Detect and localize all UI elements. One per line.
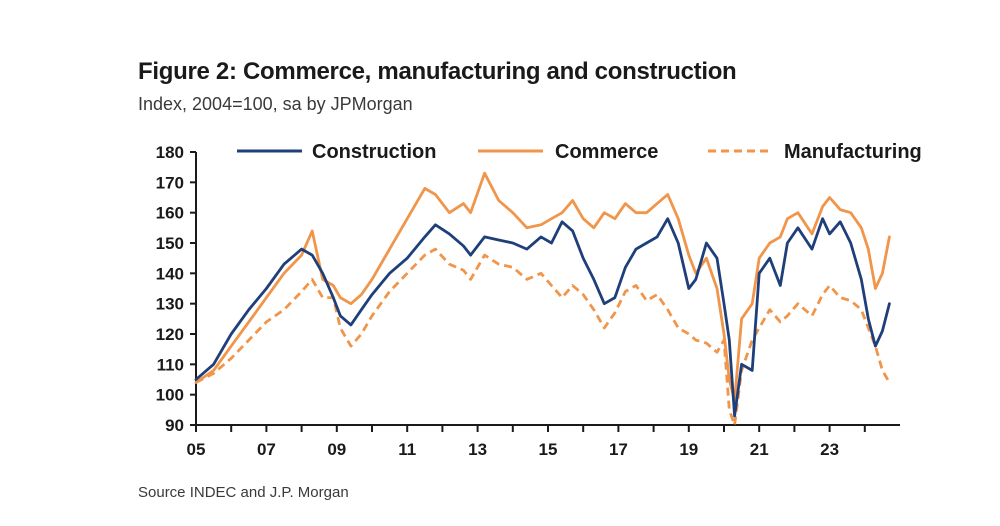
y-tick-label: 140 — [156, 264, 184, 283]
y-tick-label: 170 — [156, 173, 184, 192]
chart-subtitle: Index, 2004=100, sa by JPMorgan — [138, 94, 413, 114]
x-tick-label: 11 — [398, 440, 416, 459]
y-tick-label: 180 — [156, 143, 184, 162]
y-tick-label: 150 — [156, 234, 184, 253]
y-tick-label: 130 — [156, 295, 184, 314]
x-tick-label: 21 — [750, 440, 769, 459]
series-line-commerce — [194, 171, 891, 403]
x-tick-label: 23 — [820, 440, 839, 459]
x-tick-label: 19 — [679, 440, 698, 459]
y-tick-label: 90 — [165, 416, 184, 435]
x-tick-label: 05 — [187, 440, 206, 459]
chart-title: Figure 2: Commerce, manufacturing and co… — [138, 58, 737, 85]
x-tick-label: 07 — [257, 440, 276, 459]
series-lines — [194, 171, 891, 427]
y-tick-label: 120 — [156, 325, 184, 344]
axes: 90 100 110 120 130 140 150 160 170 180 05 07 09 11 13 1… — [156, 143, 900, 459]
y-tick-label: 110 — [157, 355, 184, 374]
y-tick-label: 100 — [156, 386, 184, 405]
x-tick-label: 15 — [539, 440, 558, 459]
series-line-manufacturing — [195, 247, 891, 427]
x-tick-label: 09 — [327, 440, 346, 459]
y-tick-label: 160 — [156, 204, 184, 223]
legend: Construction Commerce Manufacturing — [237, 141, 922, 163]
x-tick-label: 17 — [609, 440, 628, 459]
series-line-construction — [194, 217, 891, 418]
x-tick-label: 13 — [468, 440, 487, 459]
legend-label-commerce: Commerce — [555, 141, 658, 163]
source-note: Source INDEC and J.P. Morgan — [138, 484, 349, 501]
legend-label-manufacturing: Manufacturing — [784, 141, 922, 163]
legend-label-construction: Construction — [312, 141, 436, 163]
